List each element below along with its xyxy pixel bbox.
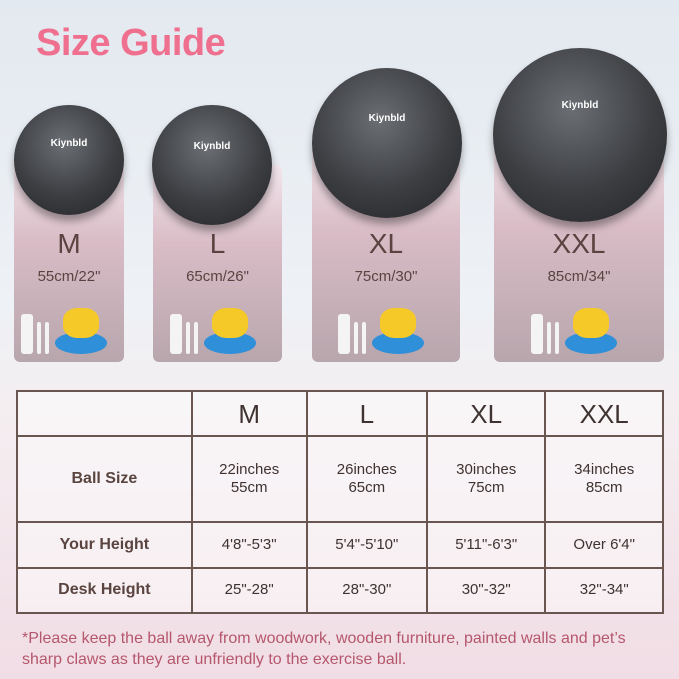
size-table: M L XL XXL Ball Size 22inches 55cm 26inch… <box>16 389 664 615</box>
page-title: Size Guide <box>36 22 226 64</box>
accessories <box>312 306 460 354</box>
accessories <box>153 306 282 354</box>
row-label: Ball Size <box>16 435 193 524</box>
cell: 30inches 75cm <box>426 435 547 524</box>
care-note: *Please keep the ball away from woodwork… <box>22 630 626 668</box>
row-desk-height: Desk Height 25"-28" 28"-30" 30"-32" 32"-… <box>16 566 664 615</box>
size-label: XL <box>368 228 404 259</box>
accessories <box>14 306 124 354</box>
cell: 26inches 65cm <box>305 435 429 524</box>
brand-logo: Kiynbld <box>50 138 88 149</box>
accessories <box>494 306 664 354</box>
row-label: Your Height <box>16 521 193 569</box>
brand-logo: Kiynbld <box>561 100 599 112</box>
foot-pump-icon <box>203 306 256 354</box>
plug-icon <box>354 322 358 354</box>
size-label: XXL <box>552 228 606 259</box>
plug-icon <box>37 322 41 354</box>
row-ball-size: Ball Size 22inches 55cm 26inches 65cm 30in… <box>16 435 664 524</box>
exercise-ball-xxl: Kiynbld <box>493 48 667 222</box>
cell: 25"-28" <box>190 566 308 615</box>
cell: Over 6'4" <box>544 521 664 569</box>
plug-remover-icon <box>338 314 350 354</box>
size-measure: 75cm/30" <box>354 268 418 285</box>
exercise-ball-m: Kiynbld <box>14 105 124 215</box>
foot-pump-icon <box>55 306 107 354</box>
plug-remover-icon <box>21 314 33 354</box>
exercise-ball-xl: Kiynbld <box>312 68 462 218</box>
cell-line: 22inches <box>219 461 280 479</box>
foot-pump-icon <box>372 306 424 354</box>
cell: 30"-32" <box>426 566 547 615</box>
header-xxl: XXL <box>544 389 664 438</box>
plug-icon <box>362 322 366 354</box>
cell-line: 34inches <box>574 461 635 479</box>
header-m: M <box>190 389 308 438</box>
foot-pump-icon <box>565 306 617 354</box>
brand-logo: Kiynbld <box>368 113 406 124</box>
cell: 5'11"-6'3" <box>426 521 547 569</box>
row-your-height: Your Height 4'8"-5'3" 5'4"-5'10" 5'11"-6… <box>16 521 664 569</box>
plug-icon <box>555 322 559 354</box>
cell-line: 65cm <box>348 479 386 497</box>
cell-line: 85cm <box>585 479 623 497</box>
header-l: L <box>305 389 429 438</box>
size-measure: 85cm/34" <box>547 268 611 285</box>
header-xl: XL <box>426 389 547 438</box>
cell-line: 26inches <box>336 461 397 479</box>
cell: 4'8"-5'3" <box>190 521 308 569</box>
plug-remover-icon <box>531 314 543 354</box>
size-label: L <box>209 228 226 259</box>
plug-icon <box>193 322 198 354</box>
plug-icon <box>547 322 551 354</box>
size-measure: 55cm/22" <box>37 268 101 285</box>
row-label: Desk Height <box>16 566 193 615</box>
cell-line: 75cm <box>467 479 505 497</box>
plug-icon <box>185 322 190 354</box>
cell-line: 55cm <box>230 479 268 497</box>
plug-icon <box>45 322 49 354</box>
cell: 34inches 85cm <box>544 435 664 524</box>
plug-remover-icon <box>169 314 182 354</box>
size-measure: 65cm/26" <box>186 268 249 285</box>
exercise-ball-l: Kiynbld <box>152 105 272 225</box>
size-label: M <box>57 228 81 259</box>
brand-logo: Kiynbld <box>193 141 231 152</box>
cell-line: 30inches <box>456 461 517 479</box>
cell: 28"-30" <box>305 566 429 615</box>
cell: 22inches 55cm <box>190 435 308 524</box>
cell: 5'4"-5'10" <box>305 521 429 569</box>
header-empty <box>16 389 193 438</box>
cell: 32"-34" <box>544 566 664 615</box>
